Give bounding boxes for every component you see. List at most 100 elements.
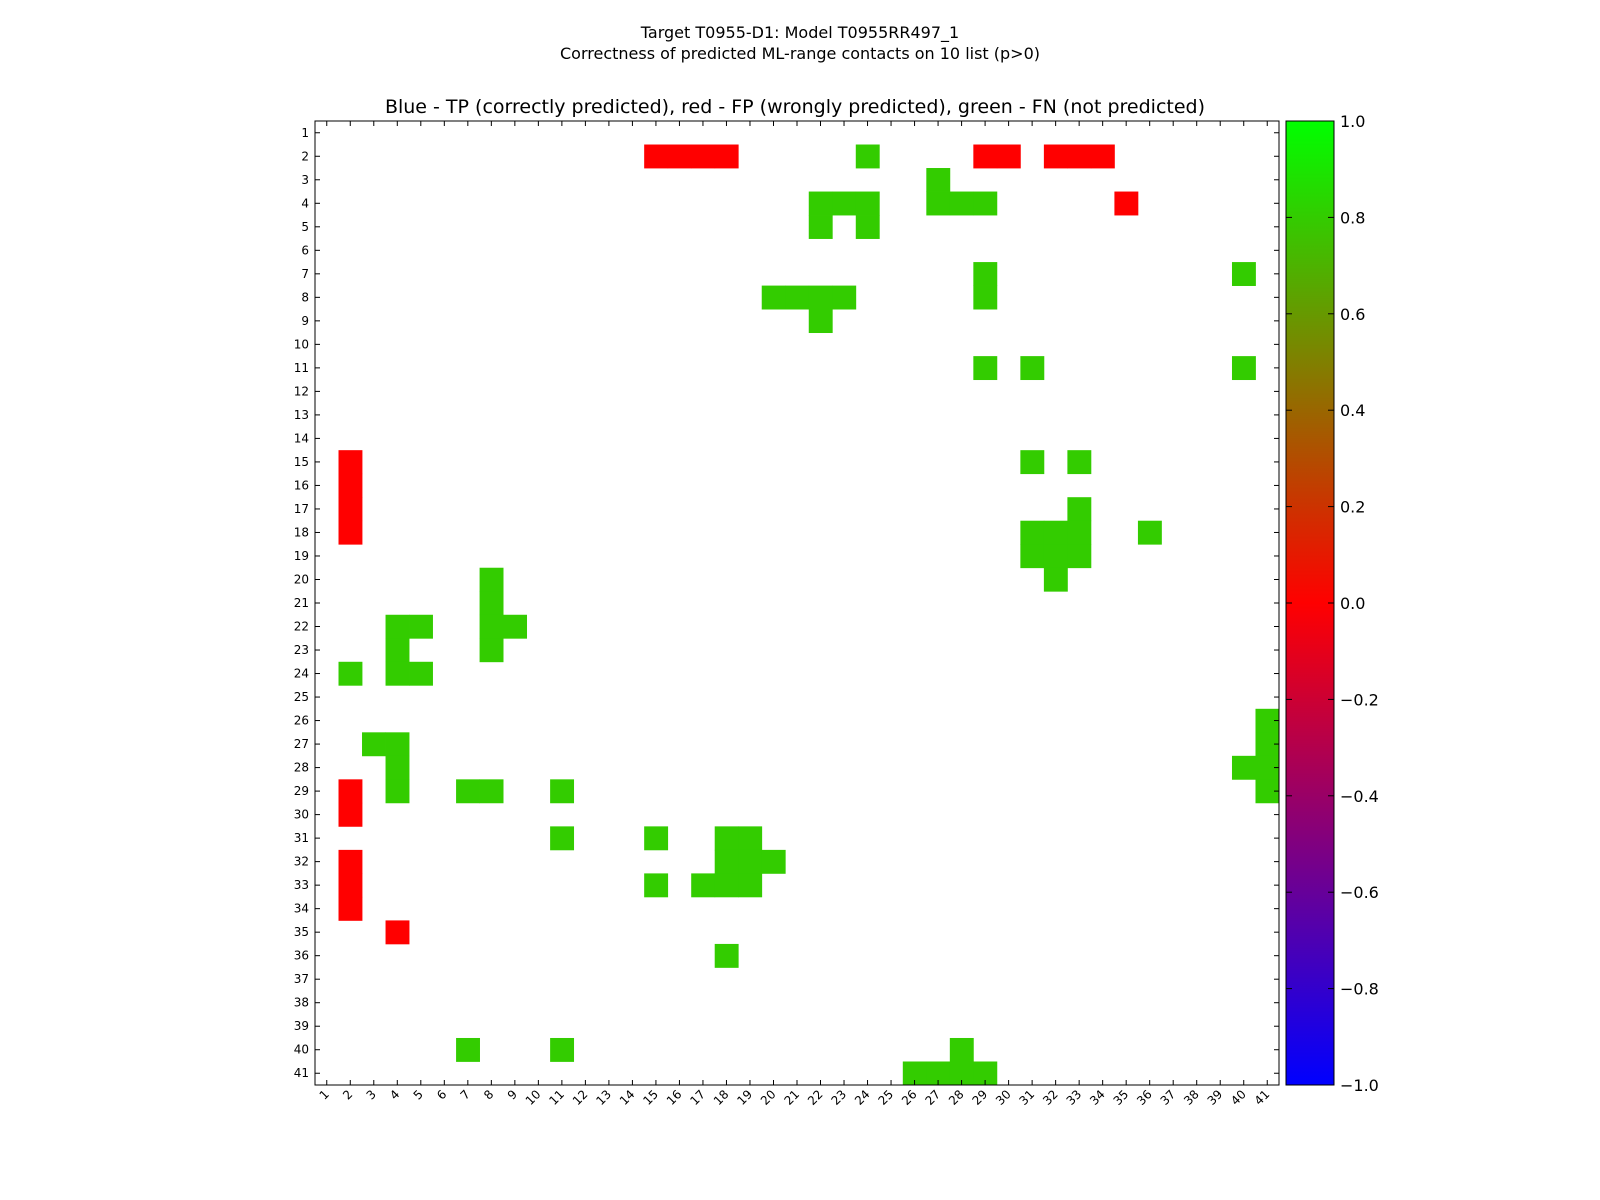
y-tick-label: 25 (294, 690, 309, 704)
colorbar-tick-label: 0.4 (1340, 401, 1365, 420)
fp-cell (338, 849, 363, 874)
x-tick-label: 21 (781, 1087, 802, 1108)
fn-cell (926, 168, 951, 192)
x-tick-label: 15 (640, 1087, 661, 1108)
fn-cell (1020, 544, 1045, 569)
fp-cell (1090, 144, 1115, 169)
fn-cell (949, 1037, 974, 1062)
fp-cell (996, 144, 1021, 169)
x-tick-label: 3 (364, 1087, 379, 1102)
x-tick-label: 40 (1228, 1087, 1249, 1108)
fn-cell (832, 285, 857, 310)
y-tick-label: 6 (301, 243, 309, 257)
fn-cell (973, 1061, 998, 1086)
x-tick-label: 12 (570, 1087, 591, 1108)
fn-cell (761, 285, 786, 310)
x-tick-label: 1 (317, 1087, 332, 1102)
fp-cell (667, 144, 692, 169)
y-tick-label: 35 (294, 925, 309, 939)
fp-cell (338, 802, 363, 827)
fp-cell (973, 144, 998, 169)
x-tick-label: 11 (546, 1087, 567, 1108)
x-tick-label: 7 (458, 1087, 473, 1102)
y-tick-label: 21 (294, 596, 309, 610)
x-tick-label: 27 (922, 1087, 943, 1108)
fn-cell (1020, 520, 1045, 545)
fn-cell (949, 191, 974, 216)
x-tick-label: 17 (687, 1087, 708, 1108)
x-tick-label: 22 (805, 1087, 826, 1108)
fn-cell (1043, 567, 1068, 592)
fn-cell (808, 215, 833, 239)
y-tick-label: 9 (301, 314, 309, 328)
fn-cell (973, 285, 998, 310)
y-tick-label: 20 (294, 572, 309, 586)
fn-cell (761, 849, 786, 874)
fp-cell (1114, 191, 1139, 216)
fn-cell (385, 755, 410, 780)
colorbar-tick-label: −0.6 (1340, 883, 1379, 902)
fn-cell (479, 591, 504, 616)
colorbar-ticks: 1.0 0.8 0.6 0.4 0.2 0.0 −0.2 −0.4 −0.6 −0.8 −1.0 (1286, 112, 1379, 1095)
x-tick-label: 34 (1087, 1087, 1108, 1108)
fp-cell (1067, 144, 1092, 169)
y-tick-label: 11 (294, 361, 309, 375)
x-tick-label: 37 (1158, 1087, 1179, 1108)
x-tick-label: 35 (1111, 1087, 1132, 1108)
x-tick-label: 33 (1064, 1087, 1085, 1108)
colorbar-tick-label: 0.6 (1340, 305, 1365, 324)
fn-cell (479, 638, 504, 663)
x-tick-label: 5 (411, 1087, 426, 1102)
fn-cell (385, 614, 410, 639)
fn-cell (902, 1061, 927, 1086)
y-tick-label: 40 (294, 1043, 309, 1057)
fp-cell (338, 873, 363, 898)
fp-cell (338, 450, 363, 475)
y-tick-label: 14 (294, 431, 309, 445)
fn-cell (385, 732, 410, 757)
y-tick-label: 19 (294, 549, 309, 563)
y-tick-label: 22 (294, 620, 309, 634)
fp-cell (338, 779, 363, 804)
fn-cell (550, 779, 575, 804)
fn-cell (973, 356, 998, 381)
fn-cell (1231, 755, 1256, 780)
colorbar-tick-label: 0.0 (1340, 594, 1365, 613)
fn-cell (808, 285, 833, 310)
colorbar (1285, 120, 1335, 1086)
x-tick-label: 19 (734, 1087, 755, 1108)
x-tick-label: 26 (899, 1087, 920, 1108)
fn-cell (855, 215, 880, 239)
fp-cell (644, 144, 669, 169)
fn-cell (926, 1061, 951, 1086)
x-tick-label: 6 (434, 1087, 449, 1102)
fn-cell (550, 1037, 575, 1062)
x-tick-label: 4 (387, 1087, 402, 1102)
y-tick-label: 29 (294, 784, 309, 798)
fn-cell (714, 873, 739, 898)
x-tick-label: 20 (758, 1087, 779, 1108)
fn-cell (1255, 708, 1280, 733)
fn-cell (338, 661, 363, 686)
fn-cell (973, 262, 998, 286)
x-tick-label: 25 (875, 1087, 896, 1108)
fp-cell (338, 497, 363, 522)
x-tick-label: 23 (828, 1087, 849, 1108)
y-tick-label: 17 (294, 502, 309, 516)
y-tick-label: 4 (301, 196, 309, 210)
x-axis-ticks: 1 2 3 4 5 6 7 8 9 10 11 12 13 14 15 16 17 18 19 20 21 22 23 24 2… (317, 121, 1272, 1108)
fp-cell (1043, 144, 1068, 169)
y-tick-label: 18 (294, 525, 309, 539)
fn-cell (1067, 544, 1092, 569)
fn-cell (1255, 779, 1280, 804)
fp-cell (338, 473, 363, 498)
x-tick-label: 8 (481, 1087, 496, 1102)
y-tick-label: 33 (294, 878, 309, 892)
fn-cell (832, 191, 857, 216)
fn-cell (1255, 755, 1280, 780)
fn-cell (808, 309, 833, 334)
fn-cell (926, 191, 951, 216)
fn-cell (738, 873, 763, 898)
y-tick-label: 16 (294, 478, 309, 492)
fn-cell (714, 826, 739, 851)
